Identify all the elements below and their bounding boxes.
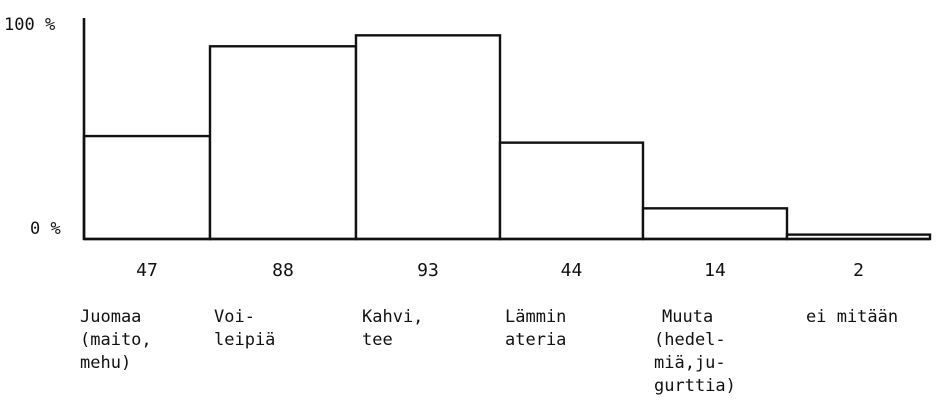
- category-label-5-line-1: Muuta: [662, 307, 713, 327]
- category-label-6-line-1: ei mitään: [806, 307, 898, 327]
- value-label-1: 47: [136, 260, 158, 281]
- bar-5: [641, 207, 789, 241]
- bar-2: [208, 45, 358, 241]
- category-label-6: ei mitään: [806, 307, 898, 327]
- category-label-2-line-2: leipiä: [214, 330, 275, 350]
- category-label-4: Lämmin ateria: [505, 307, 566, 350]
- category-label-5-line-4: gurttia): [654, 376, 736, 396]
- category-label-3-line-2: tee: [362, 330, 393, 350]
- category-label-5: Muuta (hedel-miä,ju-gurttia): [654, 307, 736, 396]
- bar-3: [354, 34, 502, 241]
- category-label-5-line-2: (hedel-: [654, 330, 726, 350]
- category-label-1-line-2: (maito,: [80, 330, 152, 350]
- value-label-6: 2: [853, 260, 864, 281]
- bars: [82, 34, 932, 241]
- value-labels: 47 88 93 44 14 2: [136, 260, 864, 281]
- category-labels: Juomaa (maito, mehu) Voi-leipiä Kahvi, tee Läm…: [80, 307, 898, 396]
- value-label-3: 93: [417, 260, 439, 281]
- value-label-2: 88: [272, 260, 294, 281]
- bar-1: [82, 134, 212, 241]
- category-label-1-line-3: mehu): [80, 353, 131, 373]
- category-label-4-line-1: Lämmin: [505, 307, 566, 327]
- category-label-2: Voi-leipiä: [214, 307, 275, 350]
- category-label-3: Kahvi, tee: [362, 307, 423, 350]
- category-label-1-line-1: Juomaa: [80, 307, 141, 327]
- value-label-5: 14: [704, 260, 726, 281]
- category-label-4-line-2: ateria: [505, 330, 566, 350]
- category-label-5-line-3: miä,ju-: [654, 353, 726, 373]
- bar-4: [498, 141, 645, 241]
- category-label-3-line-1: Kahvi,: [362, 307, 423, 327]
- y-tick-label-0: 0 %: [30, 219, 61, 239]
- category-label-1: Juomaa (maito, mehu): [80, 307, 152, 373]
- category-label-2-line-1: Voi-: [214, 307, 255, 327]
- value-label-4: 44: [561, 260, 583, 281]
- y-tick-label-100: 100 %: [4, 15, 55, 35]
